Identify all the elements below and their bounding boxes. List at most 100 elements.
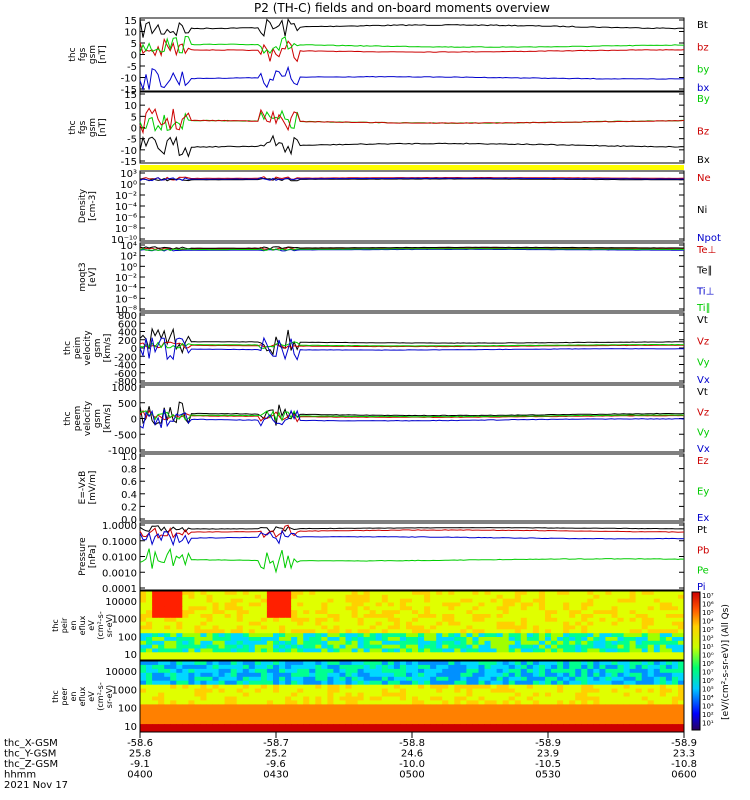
spectrogram-cell bbox=[345, 617, 352, 623]
spectrogram-cell bbox=[436, 684, 443, 690]
spectrogram-cell bbox=[399, 728, 407, 733]
spectrogram-cell bbox=[418, 676, 425, 682]
spectrogram-cell bbox=[375, 712, 383, 717]
spectrogram-cell bbox=[146, 700, 153, 705]
spectrogram-cell bbox=[526, 621, 534, 626]
spectrogram-cell bbox=[611, 614, 618, 619]
spectrogram-cell bbox=[315, 610, 322, 615]
spectrogram-cell bbox=[200, 648, 207, 653]
spectrogram-cell bbox=[152, 680, 159, 686]
spectrogram-cell bbox=[653, 712, 661, 717]
series-line-Pt bbox=[139, 525, 685, 533]
spectrogram-cell bbox=[678, 688, 685, 693]
spectrogram-cell bbox=[448, 621, 455, 626]
series-line-Bz bbox=[139, 107, 685, 135]
spectrogram-cell bbox=[454, 684, 461, 690]
spectrogram-cell bbox=[448, 644, 455, 649]
spectrogram-cell bbox=[200, 656, 207, 661]
spectrogram-cell bbox=[466, 637, 473, 642]
spectrogram-cell bbox=[399, 591, 407, 596]
spectrogram-cell bbox=[375, 692, 383, 697]
spectrogram-cell bbox=[520, 652, 528, 657]
spectrogram-cell bbox=[242, 640, 250, 646]
spectrogram-cell bbox=[478, 637, 485, 642]
spectrogram-cell bbox=[514, 602, 522, 607]
spectrogram-cell bbox=[478, 664, 485, 670]
spectrogram-cell bbox=[230, 672, 238, 678]
spectrogram-cell bbox=[176, 629, 183, 634]
spectrogram-cell bbox=[647, 696, 655, 701]
spectrogram-cell bbox=[164, 617, 171, 623]
spectrogram-cell bbox=[478, 676, 485, 682]
spectrogram-cell bbox=[526, 716, 534, 721]
spectrogram-cell bbox=[581, 700, 588, 705]
spectrogram-cell bbox=[279, 696, 286, 701]
y-tick-label: 0.6 bbox=[121, 477, 137, 488]
spectrogram-cell bbox=[605, 716, 612, 721]
spectrogram-cell bbox=[393, 696, 401, 701]
spectrogram-cell bbox=[635, 676, 643, 682]
spectrogram-cell bbox=[266, 652, 274, 657]
spectrogram-cell bbox=[665, 614, 673, 619]
spectrogram-cell bbox=[242, 617, 250, 623]
spectrogram-cell bbox=[671, 656, 679, 661]
spectrogram-cell bbox=[563, 621, 570, 626]
spectrogram-cell bbox=[659, 728, 667, 733]
spectrogram-cell bbox=[490, 672, 498, 678]
spectrogram-cell bbox=[532, 680, 540, 686]
spectrogram-cell bbox=[393, 610, 401, 615]
spectrogram-cell bbox=[393, 668, 401, 674]
spectrogram-cell bbox=[212, 640, 219, 646]
spectrogram-cell bbox=[345, 648, 352, 653]
spectrogram-cell bbox=[206, 614, 213, 619]
spectrogram-cell bbox=[605, 594, 612, 600]
spectrogram-cell bbox=[623, 668, 631, 674]
spectrogram-cell bbox=[170, 652, 177, 657]
spectrogram-cell bbox=[472, 652, 479, 657]
spectrogram-cell bbox=[532, 716, 540, 721]
spectrogram-cell bbox=[484, 602, 491, 607]
spectrogram-cell bbox=[448, 728, 455, 733]
spectrogram-cell bbox=[345, 625, 352, 630]
spectrogram-cell bbox=[194, 712, 201, 717]
spectrogram-cell bbox=[303, 606, 310, 611]
spectrogram-cell bbox=[623, 661, 631, 666]
spectrogram-cell bbox=[140, 728, 147, 733]
spectrogram-cell bbox=[158, 629, 165, 634]
spectrogram-cell bbox=[230, 664, 238, 670]
spectrogram-cell bbox=[472, 696, 479, 701]
spectrogram-cell bbox=[641, 716, 649, 721]
spectrogram-cell bbox=[545, 724, 552, 729]
series-line-Ne bbox=[139, 176, 684, 181]
spectrogram-cell bbox=[254, 668, 262, 674]
spectrogram-cell bbox=[315, 676, 322, 682]
spectrogram-cell bbox=[206, 598, 213, 603]
spectrogram-cell bbox=[611, 617, 618, 623]
spectrogram-cell bbox=[430, 617, 437, 623]
spectrogram-cell bbox=[224, 629, 232, 634]
spectrogram-cell bbox=[260, 708, 268, 713]
spectrogram-cell bbox=[297, 716, 304, 721]
spectrogram-cell bbox=[526, 594, 534, 600]
spectrogram-cell bbox=[321, 633, 328, 638]
spectrogram-cell bbox=[520, 594, 528, 600]
spectrogram-cell bbox=[569, 692, 576, 697]
spectrogram-cell bbox=[218, 648, 226, 653]
spectrogram-cell bbox=[496, 716, 504, 721]
spectrogram-cell bbox=[297, 656, 304, 661]
spectrogram-cell bbox=[297, 591, 304, 596]
y-tick-label: 10⁻⁶ bbox=[115, 294, 137, 305]
spectrogram-cell bbox=[357, 648, 365, 653]
spectrogram-cell bbox=[158, 724, 165, 729]
spectrogram-cell bbox=[399, 661, 407, 666]
spectrogram-cell bbox=[158, 610, 165, 615]
spectrogram-cell bbox=[393, 712, 401, 717]
spectrogram-cell bbox=[345, 708, 352, 713]
spectrogram-cell bbox=[375, 594, 383, 600]
spectrogram-cell bbox=[593, 644, 600, 649]
spectrogram-cell bbox=[393, 621, 401, 626]
spectrogram-cell bbox=[357, 652, 365, 657]
spectrogram-cell bbox=[436, 724, 443, 729]
spectrogram-cell bbox=[297, 700, 304, 705]
spectrogram-cell bbox=[164, 680, 171, 686]
